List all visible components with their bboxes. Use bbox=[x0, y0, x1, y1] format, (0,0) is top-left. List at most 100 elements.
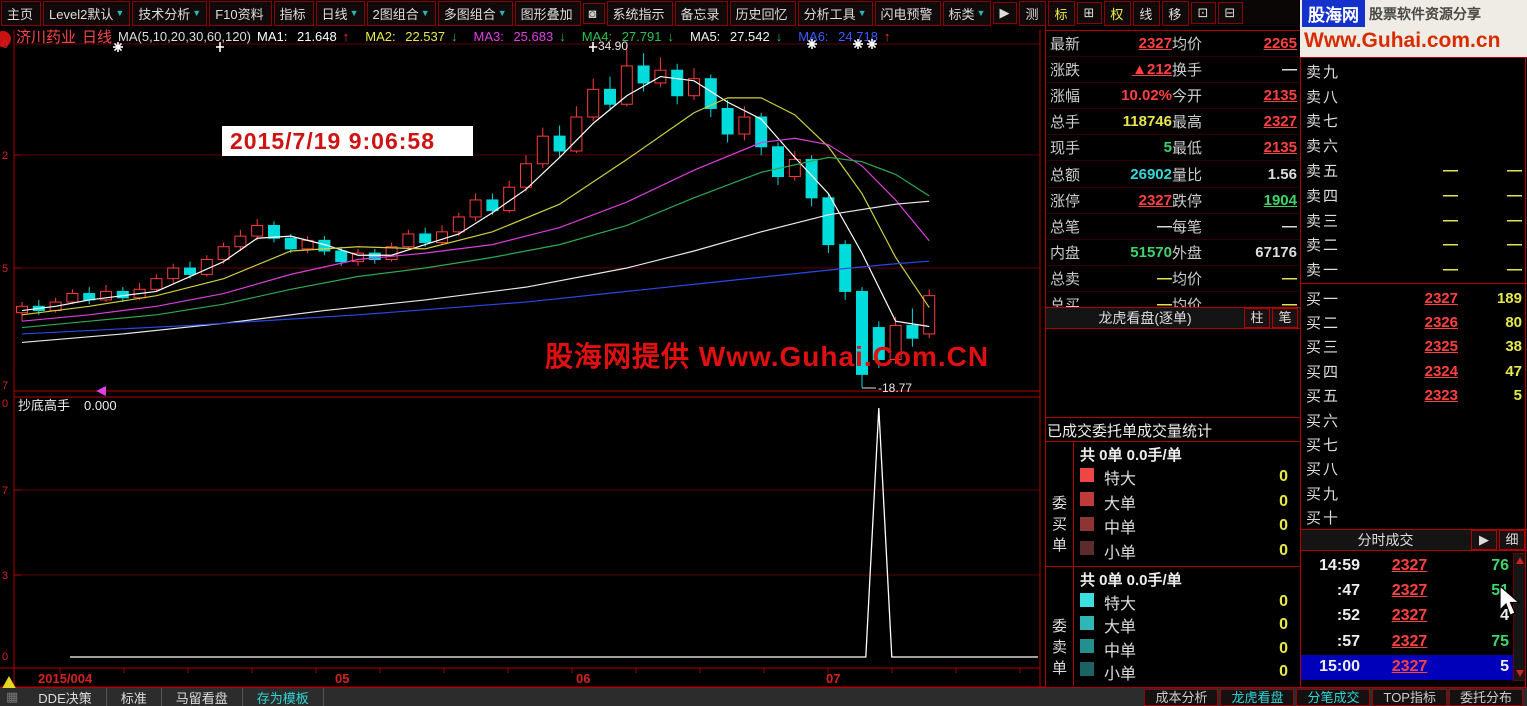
bar-mode-button[interactable]: 柱 bbox=[1244, 308, 1270, 328]
svg-text:0: 0 bbox=[2, 398, 8, 410]
menu-item[interactable]: 权 bbox=[1104, 0, 1132, 26]
pen-mode-button[interactable]: 笔 bbox=[1272, 308, 1298, 328]
menu-item-label: 标 bbox=[1054, 6, 1068, 22]
tick-row[interactable]: :52 2327 4 bbox=[1336, 607, 1509, 625]
size-swatch-icon bbox=[1080, 592, 1094, 607]
menu-item[interactable]: 备忘录 bbox=[674, 0, 728, 26]
ma-value: MA3: 25.683 ↓ bbox=[473, 28, 566, 44]
timestamp-overlay: 2015/7/19 9:06:58 bbox=[222, 126, 473, 156]
order-stat-row: 大单 0 bbox=[1078, 613, 1300, 636]
menu-item[interactable]: 分析工具 ▼ bbox=[797, 0, 873, 26]
order-stats-title: 已成交委托单成交量统计 bbox=[1047, 423, 1213, 440]
chevron-down-icon: ▼ bbox=[115, 8, 125, 18]
menu-item[interactable]: ⊡ bbox=[1191, 2, 1217, 24]
buy-queue-row[interactable]: 买三 2325 38 bbox=[1306, 338, 1522, 357]
chevron-down-icon: ▼ bbox=[976, 8, 986, 18]
quote-row: 总笔 — 每笔 — bbox=[1047, 214, 1300, 240]
chevron-down-icon: ▼ bbox=[349, 8, 359, 18]
stock-name[interactable]: 济川药业 bbox=[16, 28, 77, 46]
bottom-tab[interactable]: 存为模板 bbox=[243, 687, 324, 706]
bottom-tab[interactable]: 分笔成交 bbox=[1296, 688, 1371, 706]
detail-button[interactable]: 细 bbox=[1499, 530, 1525, 550]
sell-queue-row[interactable]: 卖五 — — bbox=[1306, 162, 1522, 181]
menu-item-label: 标类 bbox=[948, 6, 975, 22]
buy-queue-row[interactable]: 买七 bbox=[1306, 437, 1341, 455]
menu-item-label: 移 bbox=[1168, 6, 1182, 22]
menu-item[interactable]: ⊞ bbox=[1077, 2, 1103, 24]
menu-item[interactable]: 技术分析 ▼ bbox=[132, 0, 208, 26]
menu-item[interactable]: 闪电预警 bbox=[874, 0, 941, 26]
buy-queue-row[interactable]: 买二 2326 80 bbox=[1306, 314, 1522, 333]
buy-queue-row[interactable]: 买一 2327 189 bbox=[1306, 289, 1522, 308]
scroll-up-icon[interactable] bbox=[1516, 557, 1524, 564]
bottom-tab[interactable]: 龙虎看盘 bbox=[1220, 688, 1295, 706]
menu-item[interactable]: 标 bbox=[1048, 0, 1076, 26]
svg-text:-18.77: -18.77 bbox=[878, 381, 912, 395]
menu-item-label: ⊞ bbox=[1083, 5, 1095, 20]
order-stat-row: 中单 0 bbox=[1078, 637, 1300, 660]
buy-queue-row[interactable]: 买四 2324 47 bbox=[1306, 362, 1522, 381]
menu-item[interactable]: ▶ bbox=[993, 2, 1018, 24]
buy-queue-row[interactable]: 买十 bbox=[1306, 510, 1341, 528]
order-stat-row: 中单 0 bbox=[1078, 514, 1300, 539]
indicator-label: 抄底高手 0.000 bbox=[18, 398, 117, 413]
bottom-tab[interactable]: 成本分析 bbox=[1144, 688, 1219, 706]
sell-queue-row[interactable]: 卖三 — — bbox=[1306, 211, 1522, 230]
buy-queue-row[interactable]: 买八 bbox=[1306, 461, 1341, 479]
dragon-panel-header: 龙虎看盘(逐单) 柱 笔 bbox=[1046, 307, 1300, 329]
buy-queue: 买一 2327 189 买二 2326 80 买三 2325 38 买四 232… bbox=[1302, 286, 1526, 530]
buy-queue-row[interactable]: 买九 bbox=[1306, 485, 1341, 503]
ma-title: MA(5,10,20,30,60,120) bbox=[118, 28, 252, 44]
menu-item[interactable]: 系统指示 bbox=[606, 0, 673, 26]
tick-row[interactable]: :47 2327 51 bbox=[1336, 582, 1509, 600]
sell-queue-row[interactable]: 卖四 — — bbox=[1306, 186, 1522, 205]
size-swatch-icon bbox=[1080, 516, 1094, 531]
sell-queue-row[interactable]: 卖七 bbox=[1306, 113, 1341, 131]
sell-queue-row[interactable]: 卖八 bbox=[1306, 88, 1341, 106]
menu-item[interactable]: Level2默认 ▼ bbox=[43, 0, 131, 26]
buy-queue-row[interactable]: 买六 bbox=[1306, 412, 1341, 430]
menu-item[interactable]: 指标 bbox=[273, 0, 314, 26]
menu-item[interactable]: 图形叠加 bbox=[514, 0, 581, 26]
bottom-tab[interactable]: DDE决策 bbox=[24, 687, 107, 706]
buy-queue-row[interactable]: 买五 2323 5 bbox=[1306, 387, 1522, 406]
period-label[interactable]: 日线 bbox=[82, 28, 113, 46]
sell-queue-row[interactable]: 卖一 — — bbox=[1306, 261, 1522, 280]
bottom-tab[interactable]: 委托分布 bbox=[1448, 688, 1523, 706]
bottom-tab[interactable]: 马留看盘 bbox=[162, 687, 243, 706]
menu-item[interactable]: ⊟ bbox=[1218, 2, 1244, 24]
menu-item[interactable]: 线 bbox=[1133, 0, 1161, 26]
menu-item[interactable]: 历史回忆 bbox=[729, 0, 796, 26]
menu-item[interactable]: 移 bbox=[1162, 0, 1190, 26]
menu-item-label: 图形叠加 bbox=[520, 6, 573, 22]
menu-item[interactable]: 标类 ▼ bbox=[942, 0, 992, 26]
menu-item[interactable]: 主页 bbox=[1, 0, 42, 26]
tick-row[interactable]: :57 2327 75 bbox=[1336, 632, 1509, 650]
bottom-tab[interactable]: 标准 bbox=[107, 687, 162, 706]
menu-item[interactable]: 日线 ▼ bbox=[315, 0, 365, 26]
quote-panel: 最新 2327 均价 2265 涨跌 ▲212 换手 — 涨幅 10.02% 今… bbox=[1047, 31, 1300, 319]
menu-item[interactable]: 测 bbox=[1019, 0, 1047, 26]
tick-panel-header: 分时成交 ▶ 细 bbox=[1300, 529, 1527, 551]
menu-item[interactable]: 多图组合 ▼ bbox=[437, 0, 513, 26]
sell-queue-row[interactable]: 卖六 bbox=[1306, 138, 1341, 156]
menu-item-label: 分析工具 bbox=[803, 6, 856, 22]
bottom-tab[interactable]: TOP指标 bbox=[1372, 688, 1447, 706]
menu-item[interactable]: 2图组合 ▼ bbox=[366, 0, 436, 26]
logo-url: Www.Guhai.com.cn bbox=[1304, 29, 1501, 52]
tick-row[interactable]: 15:00 2327 5 bbox=[1300, 654, 1513, 680]
sell-queue-row[interactable]: 卖九 bbox=[1306, 63, 1341, 81]
scroll-down-icon[interactable] bbox=[1516, 670, 1524, 677]
ma-value: MA2: 22.537 ↓ bbox=[365, 28, 458, 44]
tick-row[interactable]: 14:59 2327 76 bbox=[1319, 556, 1509, 574]
quote-row: 涨幅 10.02% 今开 2135 bbox=[1047, 83, 1300, 110]
menu-item[interactable]: ◙ bbox=[582, 2, 605, 24]
play-button[interactable]: ▶ bbox=[1471, 530, 1497, 550]
menu-item-label: 测 bbox=[1025, 6, 1039, 22]
sell-queue-row[interactable]: 卖二 — — bbox=[1306, 236, 1522, 255]
top-menu-bar: 主页 Level2默认 ▼ 技术分析 ▼ F10资料 指标 日线 ▼ 2图组合 … bbox=[0, 0, 1300, 26]
order-stat-row: 特大 0 bbox=[1078, 465, 1300, 490]
menu-item[interactable]: F10资料 bbox=[209, 0, 272, 26]
